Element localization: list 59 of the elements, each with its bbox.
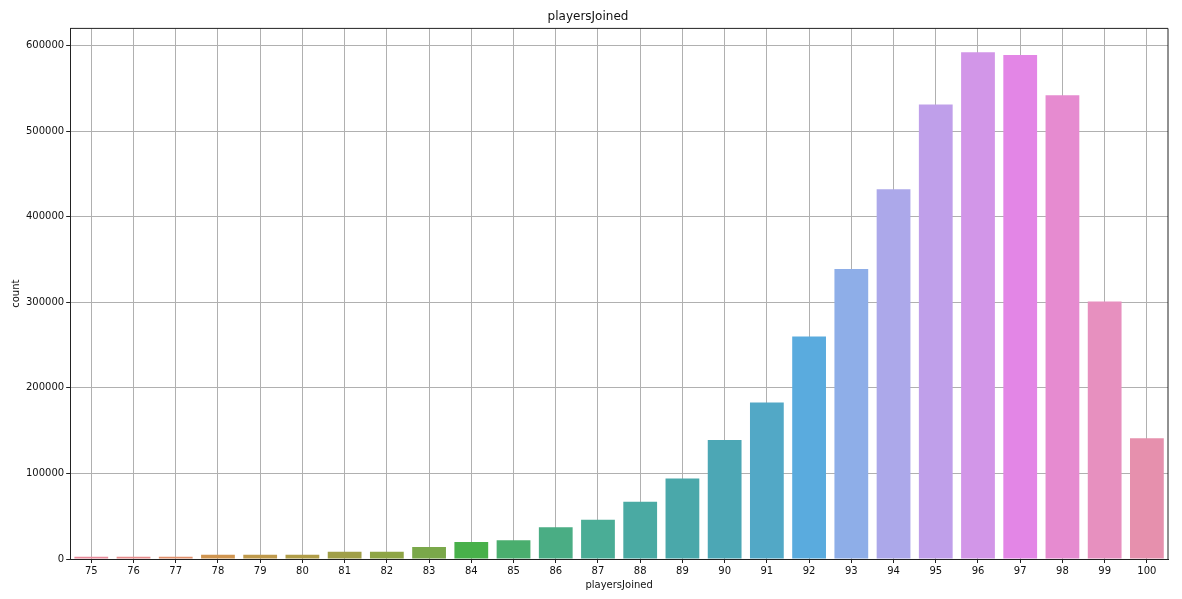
bar <box>581 519 615 559</box>
bar <box>538 527 573 559</box>
x-tick-label: 94 <box>887 564 900 576</box>
x-tick-label: 89 <box>676 564 689 576</box>
bar <box>454 541 489 559</box>
x-tick-label: 75 <box>84 564 98 576</box>
x-tick-label: 83 <box>422 564 436 576</box>
y-tick-label: 200000 <box>25 381 65 393</box>
x-axis-title: playersJoined <box>585 578 653 590</box>
x-tick-label: 91 <box>760 564 774 576</box>
y-tick-label: 0 <box>57 552 65 564</box>
x-tick-label: 77 <box>169 564 183 576</box>
bar <box>792 336 826 559</box>
x-tick-label: 86 <box>549 564 563 576</box>
x-tick-label: 81 <box>338 564 351 576</box>
bar <box>243 554 278 559</box>
x-tick-label: 80 <box>296 564 309 576</box>
bar <box>1003 54 1038 559</box>
x-tick-label: 97 <box>1013 564 1027 576</box>
bar <box>834 268 869 559</box>
bar <box>876 189 911 559</box>
chart-title: playersJoined <box>547 9 629 24</box>
bar <box>623 501 658 559</box>
bar <box>665 478 700 559</box>
bar <box>412 547 446 559</box>
bar <box>1130 438 1164 559</box>
x-tick-label: 95 <box>929 564 943 576</box>
bar <box>749 402 784 559</box>
x-tick-label: 90 <box>718 564 732 576</box>
bar <box>1045 95 1080 559</box>
x-tick-label: 85 <box>507 564 520 576</box>
x-tick-label: 76 <box>127 564 140 576</box>
bar <box>285 554 320 559</box>
bar <box>369 551 404 559</box>
x-tick-label: 93 <box>844 564 858 576</box>
x-tick-label: 99 <box>1098 564 1112 576</box>
x-tick-label: 88 <box>633 564 647 576</box>
x-tick-label: 96 <box>971 564 985 576</box>
y-axis-title: count <box>9 279 21 308</box>
bar <box>1087 301 1122 559</box>
x-tick-label: 87 <box>591 564 605 576</box>
x-tick-label: 84 <box>464 564 478 576</box>
y-tick-label: 600000 <box>25 39 65 51</box>
y-tick-label: 300000 <box>25 295 65 307</box>
x-tick-label: 92 <box>802 564 816 576</box>
y-tick-label: 500000 <box>25 124 65 136</box>
x-tick-label: 82 <box>380 564 394 576</box>
bar <box>327 551 362 559</box>
x-tick-label: 78 <box>211 564 225 576</box>
bar <box>496 540 531 559</box>
x-tick-label: 79 <box>253 564 267 576</box>
y-tick-label: 400000 <box>25 210 65 222</box>
bar <box>961 52 995 559</box>
y-tick-label: 100000 <box>25 467 65 479</box>
bar <box>918 104 953 559</box>
x-tick-label: 100 <box>1137 564 1157 576</box>
bar <box>201 554 235 559</box>
x-tick-label: 98 <box>1056 564 1069 576</box>
bar <box>707 440 742 559</box>
